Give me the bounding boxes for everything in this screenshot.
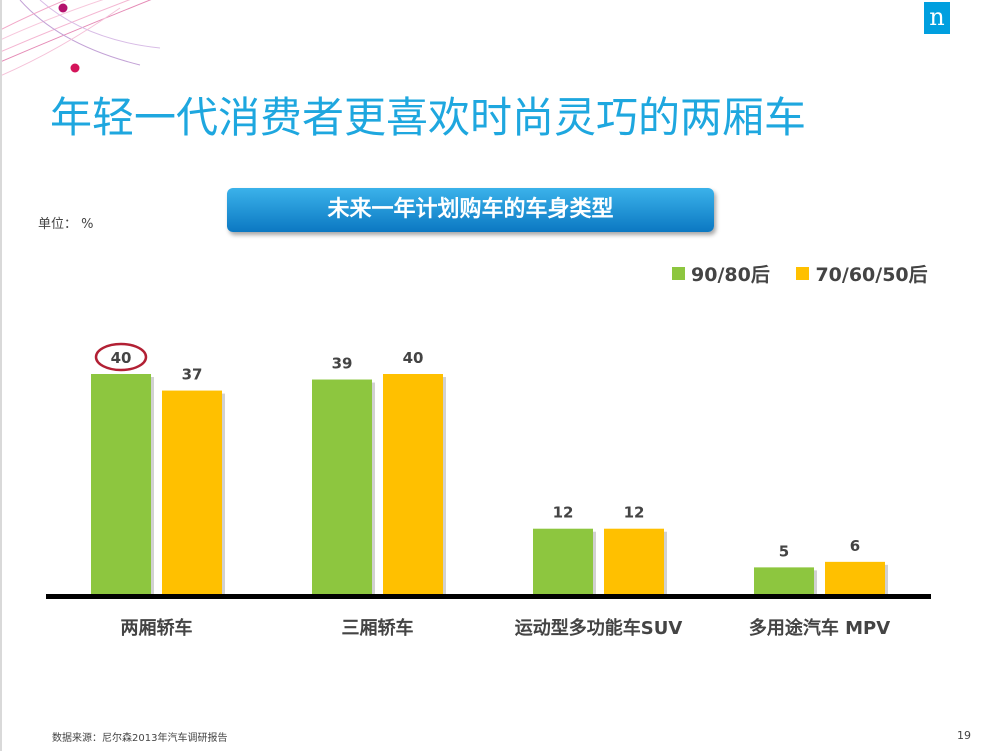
category-label: 三厢轿车 [342, 617, 414, 639]
logo-icon: n [924, 2, 950, 34]
legend-label: 70/60/50后 [815, 264, 928, 286]
x-axis-line [46, 594, 931, 599]
category-label: 多用途汽车 MPV [749, 617, 890, 639]
bar [312, 379, 372, 595]
left-divider [0, 0, 2, 751]
bar [533, 528, 593, 595]
category-label: 运动型多功能车SUV [515, 617, 683, 639]
bar [162, 390, 222, 595]
data-label: 39 [332, 355, 353, 373]
bar [754, 567, 814, 595]
data-label: 12 [624, 504, 645, 522]
data-label: 5 [779, 542, 789, 560]
data-label: 40 [111, 349, 132, 367]
decorative-lines [0, 0, 161, 77]
category-label: 两厢轿车 [121, 617, 193, 639]
legend-label: 90/80后 [691, 264, 770, 286]
legend: 90/80后 70/60/50后 [672, 260, 948, 287]
bar [91, 374, 151, 595]
legend-item: 70/60/50后 [796, 260, 928, 287]
highlight-circle [94, 342, 148, 372]
data-label: 12 [553, 504, 574, 522]
data-label: 6 [850, 537, 860, 555]
page-number: 19 [957, 729, 971, 742]
source-note: 数据来源：尼尔森2013年汽车调研报告 [52, 733, 228, 744]
decor-dot [70, 63, 80, 73]
bar [383, 374, 443, 595]
bar [604, 528, 664, 595]
data-label: 37 [182, 366, 203, 384]
decor-dot [58, 3, 68, 13]
legend-swatch [796, 267, 810, 280]
data-label: 40 [403, 349, 424, 367]
legend-swatch [672, 267, 685, 280]
unit-label: 单位： % [38, 217, 94, 232]
page-title: 年轻一代消费者更喜欢时尚灵巧的两厢车 [50, 93, 807, 142]
chart-title: 未来一年计划购车的车身类型 [227, 188, 714, 232]
bar [825, 561, 885, 595]
legend-item: 90/80后 [672, 260, 770, 287]
